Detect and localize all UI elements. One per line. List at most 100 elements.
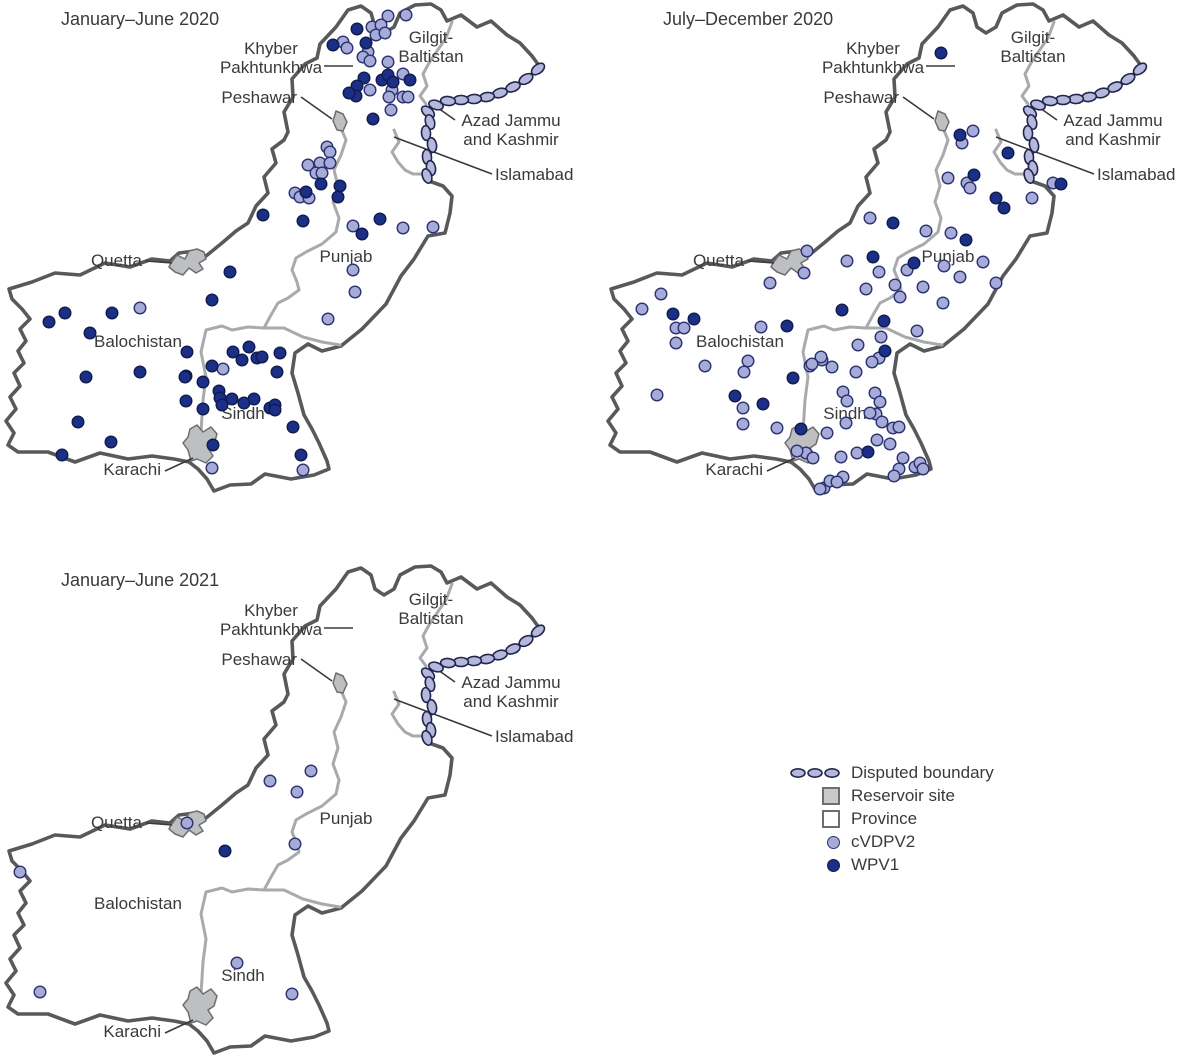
province-boundary <box>199 324 266 452</box>
label-leader-line <box>902 96 935 120</box>
legend-item-disputed-boundary: Disputed boundary <box>786 763 994 782</box>
case-dot-cvdpv2 <box>916 462 930 476</box>
label-gilgit: Baltistan <box>398 47 463 66</box>
case-dot-wpv1 <box>953 128 967 142</box>
disputed-boundary-segment <box>530 62 546 76</box>
label-quetta: Quetta <box>91 813 143 832</box>
case-dot-wpv1 <box>133 365 147 379</box>
disputed-boundary-icon <box>786 767 840 779</box>
case-dot-cvdpv2 <box>33 985 47 999</box>
case-dot-wpv1 <box>104 435 118 449</box>
case-dot-cvdpv2 <box>346 263 360 277</box>
label-balochistan: Balochistan <box>94 332 182 351</box>
disputed-boundary-segment <box>428 661 444 673</box>
case-dot-wpv1 <box>355 227 369 241</box>
legend-label: cVDPV2 <box>851 832 916 851</box>
label-khyber: Khyber <box>846 39 900 58</box>
legend-label: Province <box>851 809 918 828</box>
case-dot-wpv1 <box>273 346 287 360</box>
province-boundary <box>1020 20 1056 106</box>
label-gilgit: Baltistan <box>1000 47 1065 66</box>
case-dot-wpv1 <box>907 256 921 270</box>
pakistan-outline <box>4 564 542 1055</box>
label-ajk: Azad Jammu <box>1063 111 1162 130</box>
province-boundary <box>801 324 868 452</box>
case-dot-cvdpv2 <box>378 26 392 40</box>
case-dot-wpv1 <box>728 389 742 403</box>
disputed-boundary-segment <box>428 99 444 111</box>
case-dot-wpv1 <box>180 345 194 359</box>
label-sindh: Sindh <box>823 404 866 423</box>
case-dot-cvdpv2 <box>840 254 854 268</box>
case-dot-wpv1 <box>366 112 380 126</box>
case-dot-wpv1 <box>196 402 210 416</box>
case-dot-cvdpv2 <box>770 421 784 435</box>
case-dot-cvdpv2 <box>296 463 310 477</box>
case-dot-cvdpv2 <box>263 774 277 788</box>
province-boundary <box>864 326 944 347</box>
case-dot-wpv1 <box>58 306 72 320</box>
province-boundary <box>262 686 348 892</box>
case-dot-wpv1 <box>218 844 232 858</box>
province-boundary <box>262 124 348 330</box>
case-dot-cvdpv2 <box>887 469 901 483</box>
case-dot-wpv1 <box>786 371 800 385</box>
case-dot-wpv1 <box>989 191 1003 205</box>
reservoir-site-shape <box>332 110 348 132</box>
case-dot-cvdpv2 <box>800 244 814 258</box>
reservoir-site-shape <box>182 986 218 1026</box>
label-islamabad: Islamabad <box>495 165 573 184</box>
label-quetta: Quetta <box>91 251 143 270</box>
label-gilgit: Gilgit- <box>409 28 453 47</box>
reservoir-site-shape <box>770 248 809 276</box>
case-dot-wpv1 <box>247 392 261 406</box>
legend-item-reservoir-site: Reservoir site <box>786 786 994 805</box>
case-dot-cvdpv2 <box>805 357 819 371</box>
case-dot-cvdpv2 <box>677 321 691 335</box>
province-boundary <box>262 888 342 909</box>
label-leader-line <box>145 822 173 826</box>
legend-item-province: Province <box>786 809 994 828</box>
case-dot-cvdpv2 <box>834 450 848 464</box>
province-boundary <box>199 886 266 1014</box>
case-dot-cvdpv2 <box>830 475 844 489</box>
case-dot-cvdpv2 <box>872 265 886 279</box>
case-dot-cvdpv2 <box>698 359 712 373</box>
label-punjab: Punjab <box>922 247 975 266</box>
wpv1-dot-icon <box>786 858 840 872</box>
label-ajk: Azad Jammu <box>461 111 560 130</box>
cvdpv2-dot-icon <box>786 835 840 849</box>
label-khyber: Khyber <box>244 39 298 58</box>
disputed-boundary-segment <box>1041 95 1059 107</box>
case-dot-wpv1 <box>206 438 220 452</box>
case-dot-wpv1 <box>403 73 417 87</box>
case-dot-cvdpv2 <box>944 226 958 240</box>
case-dot-wpv1 <box>55 448 69 462</box>
case-dot-cvdpv2 <box>13 865 27 879</box>
label-leader-line <box>164 457 194 472</box>
case-dot-wpv1 <box>357 71 371 85</box>
disputed-boundary-segment <box>1132 62 1148 76</box>
case-dot-wpv1 <box>299 185 313 199</box>
label-sindh: Sindh <box>221 404 264 423</box>
label-leader-line <box>995 136 1095 175</box>
label-gilgit: Baltistan <box>398 609 463 628</box>
case-dot-cvdpv2 <box>323 156 337 170</box>
case-dot-wpv1 <box>878 344 892 358</box>
disputed-boundary-segment <box>439 657 457 669</box>
label-leader-line <box>164 1019 194 1034</box>
map-period-title: January–June 2020 <box>61 9 219 29</box>
case-dot-wpv1 <box>333 179 347 193</box>
disputed-boundary-segment <box>1028 136 1040 154</box>
case-dot-wpv1 <box>861 445 875 459</box>
case-dot-wpv1 <box>666 307 680 321</box>
case-dot-cvdpv2 <box>839 416 853 430</box>
label-balochistan: Balochistan <box>94 894 182 913</box>
case-dot-cvdpv2 <box>382 90 396 104</box>
legend-label: WPV1 <box>851 855 900 874</box>
case-dot-cvdpv2 <box>863 211 877 225</box>
disputed-boundary-segment <box>420 124 432 142</box>
case-dot-wpv1 <box>997 201 1011 215</box>
case-dot-cvdpv2 <box>875 415 889 429</box>
